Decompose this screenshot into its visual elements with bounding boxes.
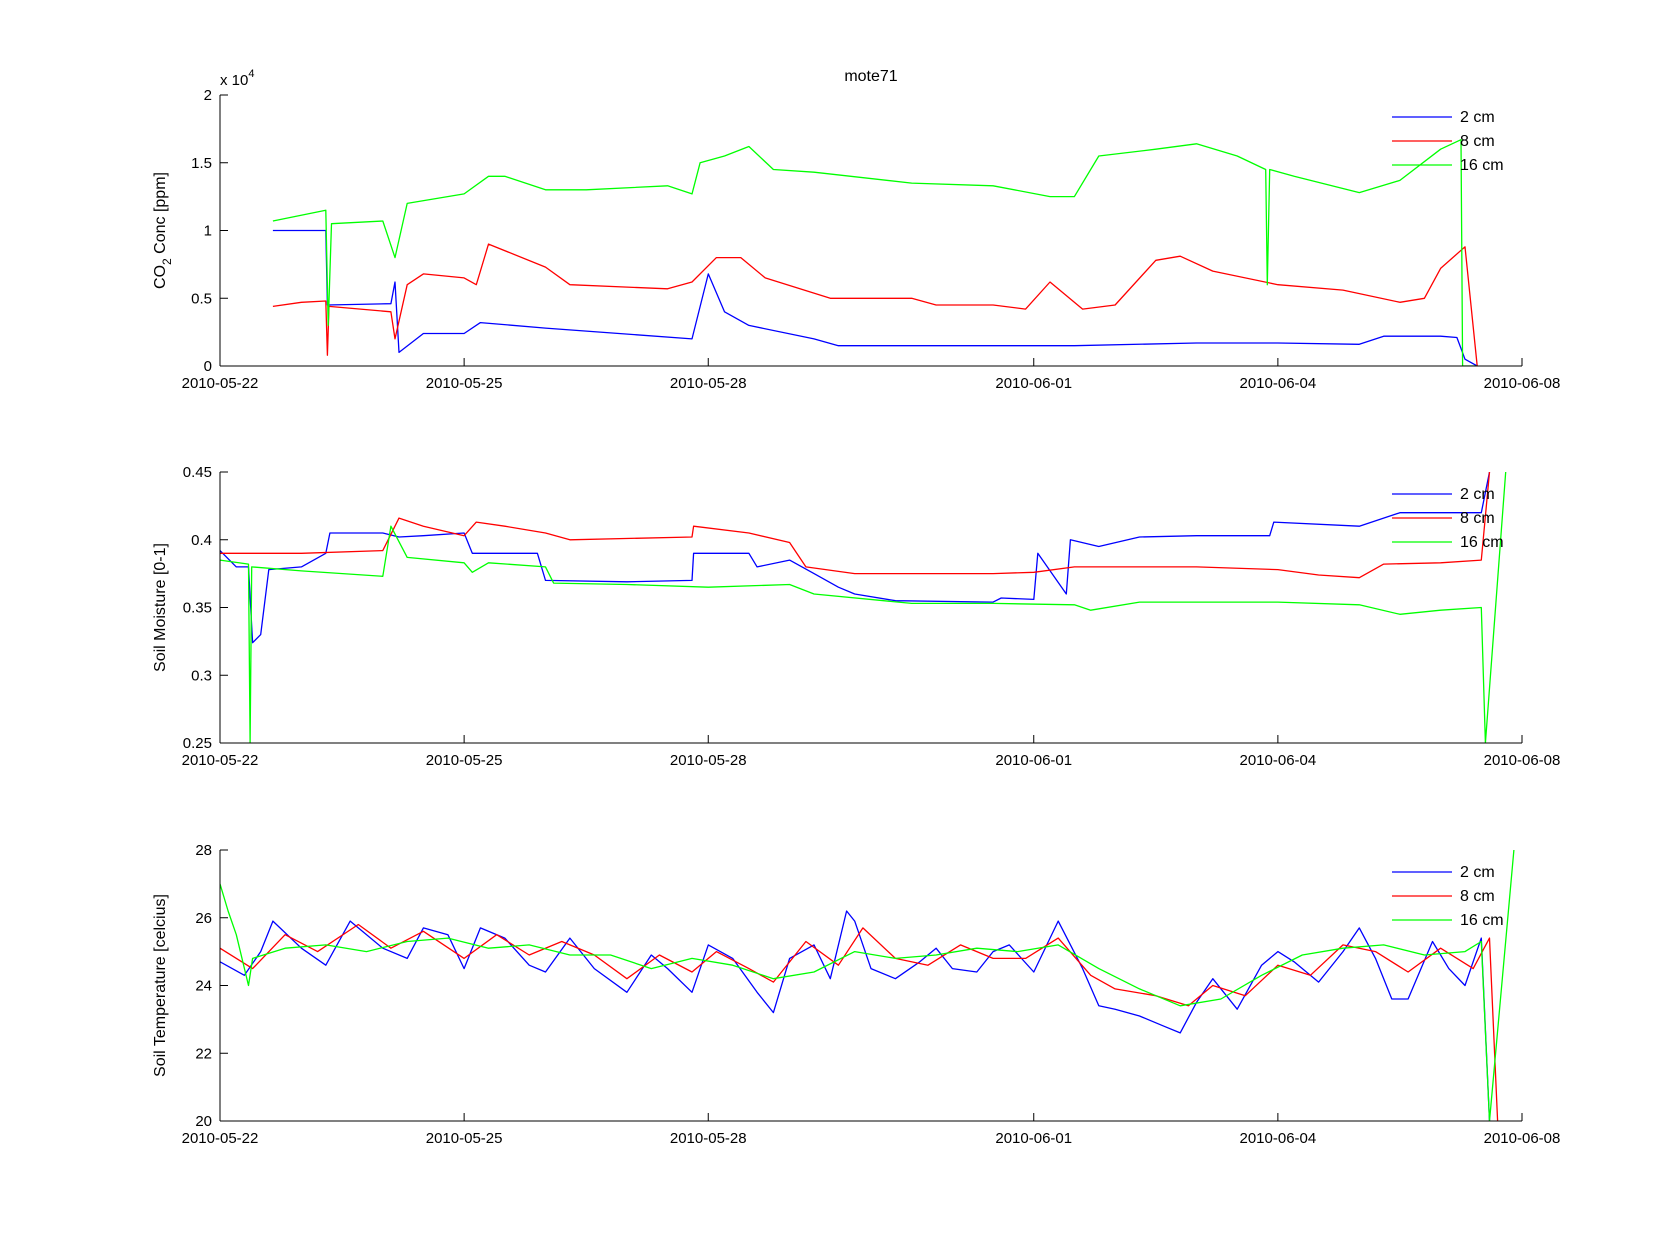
series-line-2cm <box>272 229 1478 366</box>
x-tick-label: 2010-06-08 <box>1484 752 1561 769</box>
y-axis-label-sub: 2 <box>160 258 174 265</box>
series-line-16cm <box>220 850 1515 1121</box>
series-group <box>220 472 1507 743</box>
y-tick-label: 22 <box>195 1045 212 1062</box>
legend-label: 8 cm <box>1460 888 1495 905</box>
series-line-2cm <box>220 910 1491 1121</box>
x-tick-label: 2010-05-28 <box>670 375 747 392</box>
series-line-8cm <box>272 243 1478 366</box>
y-tick-label: 0.45 <box>183 464 212 481</box>
chart-title: mote71 <box>844 68 897 85</box>
chart-panel-2: 2010-05-22 2010-05-25 2010-05-28 2010-06-01… <box>152 464 1560 769</box>
y-axis-label: CO2 Conc [ppm] <box>152 172 174 289</box>
y-multiplier: x 104 <box>220 68 254 89</box>
y-tick-label: 0.3 <box>191 667 212 684</box>
series-line-8cm <box>220 923 1499 1121</box>
y-axis-label-rest: Conc [ppm] <box>152 172 169 258</box>
y-tick-label: 24 <box>195 978 212 995</box>
y-multiplier-exp: 4 <box>248 68 254 80</box>
y-tick-label: 2 <box>204 87 212 104</box>
y-axis-label-main: CO <box>152 265 169 289</box>
x-tick-label: 2010-06-08 <box>1484 1130 1561 1147</box>
series-group <box>220 850 1515 1121</box>
legend-label: 16 cm <box>1460 912 1504 929</box>
series-line-16cm <box>220 472 1507 743</box>
series-line-8cm <box>220 472 1491 579</box>
y-tick-label: 0.35 <box>183 600 212 617</box>
legend-label: 16 cm <box>1460 534 1504 551</box>
x-tick-label: 2010-06-08 <box>1484 375 1561 392</box>
x-tick-label: 2010-06-01 <box>995 752 1072 769</box>
chart-panel-1: 2010-05-22 2010-05-25 2010-05-28 2010-06-01… <box>152 68 1560 392</box>
y-tick-label: 1.5 <box>191 155 212 172</box>
legend-label: 2 cm <box>1460 109 1495 126</box>
legend-label: 16 cm <box>1460 157 1504 174</box>
y-multiplier-text: x 10 <box>220 72 248 89</box>
y-tick-label: 26 <box>195 910 212 927</box>
x-tick-label: 2010-05-22 <box>182 375 259 392</box>
series-line-2cm <box>220 472 1491 644</box>
x-tick-label: 2010-05-25 <box>426 752 503 769</box>
series-line-16cm <box>272 139 1478 366</box>
y-tick-label: 0.25 <box>183 735 212 752</box>
x-tick-label: 2010-05-22 <box>182 1130 259 1147</box>
legend-label: 2 cm <box>1460 864 1495 881</box>
y-tick-label: 0.4 <box>191 532 212 549</box>
legend-label: 8 cm <box>1460 510 1495 527</box>
x-tick-label: 2010-05-28 <box>670 752 747 769</box>
x-tick-label: 2010-06-01 <box>995 1130 1072 1147</box>
y-tick-label: 20 <box>195 1113 212 1130</box>
x-tick-label: 2010-05-22 <box>182 752 259 769</box>
x-tick-label: 2010-05-25 <box>426 375 503 392</box>
chart-panel-3: 2010-05-22 2010-05-25 2010-05-28 2010-06-01… <box>152 842 1560 1147</box>
legend-label: 8 cm <box>1460 133 1495 150</box>
y-axis-label: Soil Moisture [0-1] <box>152 543 169 672</box>
x-tick-label: 2010-06-04 <box>1240 375 1317 392</box>
x-tick-label: 2010-05-25 <box>426 1130 503 1147</box>
y-tick-label: 28 <box>195 842 212 859</box>
legend-label: 2 cm <box>1460 486 1495 503</box>
y-tick-label: 1 <box>204 223 212 240</box>
x-tick-label: 2010-05-28 <box>670 1130 747 1147</box>
x-tick-label: 2010-06-01 <box>995 375 1072 392</box>
series-group <box>272 139 1478 366</box>
y-tick-label: 0.5 <box>191 290 212 307</box>
x-tick-label: 2010-06-04 <box>1240 752 1317 769</box>
y-tick-label: 0 <box>204 358 212 375</box>
x-tick-label: 2010-06-04 <box>1240 1130 1317 1147</box>
y-axis-label: Soil Temperature [celcius] <box>152 894 169 1077</box>
